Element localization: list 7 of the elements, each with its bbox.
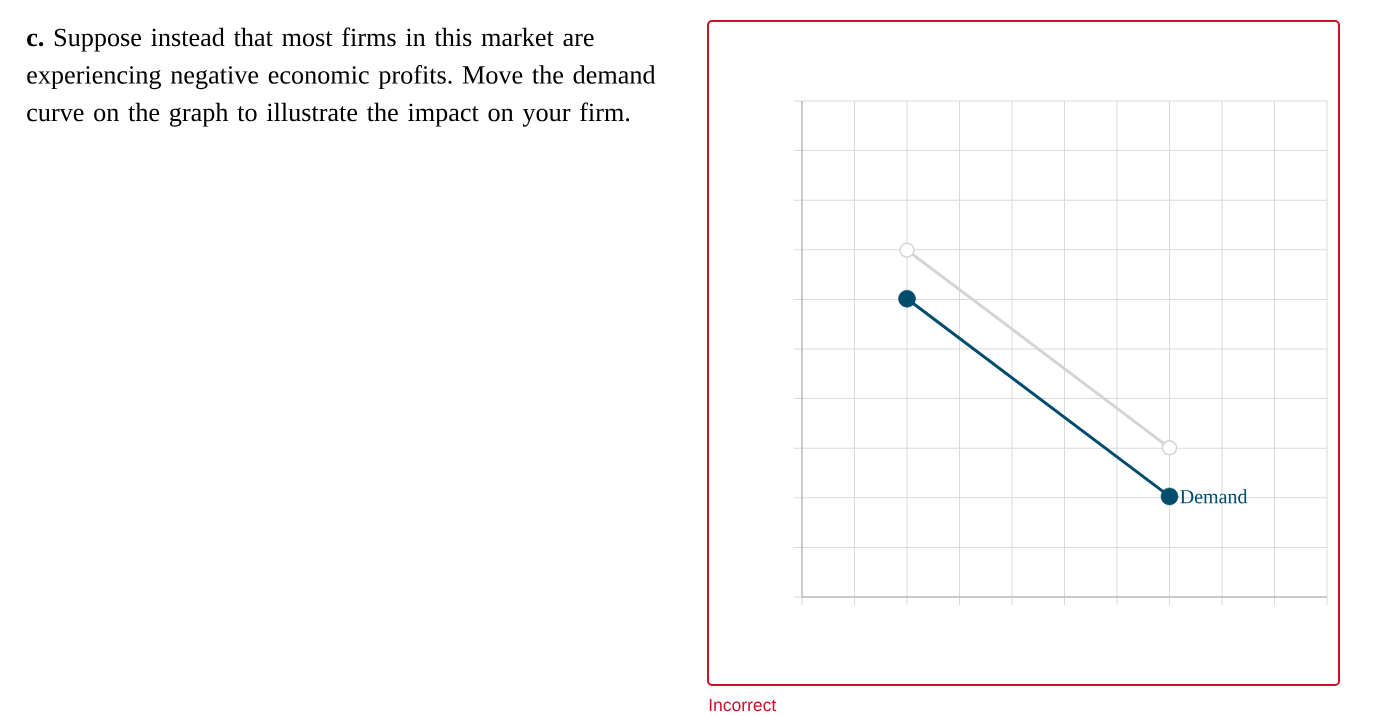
point (1161, 440, 1178, 456)
point (1160, 487, 1179, 506)
point (898, 289, 916, 308)
text: Incorrect (709, 698, 777, 712)
point (899, 242, 915, 258)
series-label: Demand (1180, 489, 1248, 504)
text: c. Suppose instead that most firms in this market are experiencing negative economic profits. Move the demand curve on the graph to illustrate the impact on your firm. (27, 27, 656, 127)
